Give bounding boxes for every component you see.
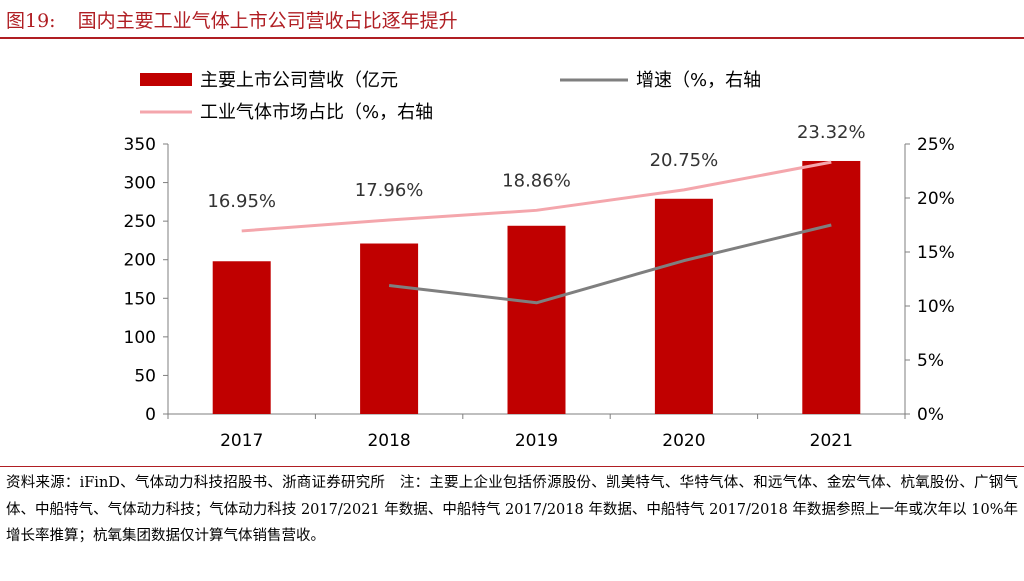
x-tick-label: 2017 [220, 431, 263, 451]
market-share-line [241, 160, 832, 233]
share-data-label: 23.32% [797, 122, 866, 143]
x-tick-label: 2020 [662, 431, 705, 451]
legend-growth-label: 增速（%，右轴 [636, 70, 761, 91]
revenue-bar [507, 225, 566, 414]
right-tick-label: 5% [917, 351, 944, 371]
revenue-bar [212, 261, 271, 414]
right-tick-label: 0% [917, 405, 944, 425]
revenue-bar [360, 243, 419, 414]
revenue-bar [802, 160, 861, 414]
title-rule [0, 37, 1024, 39]
left-tick-label: 100 [124, 328, 156, 348]
left-tick-label: 0 [145, 405, 156, 425]
source-note: 资料来源：iFinD、气体动力科技招股书、浙商证券研究所 注：主要上企业包括侨源… [6, 475, 1018, 544]
right-tick-label: 20% [917, 189, 955, 209]
legend-bar-swatch [140, 73, 192, 86]
share-data-label: 16.95% [207, 191, 276, 212]
x-tick-label: 2019 [515, 431, 558, 451]
right-tick-label: 10% [917, 297, 955, 317]
x-tick-label: 2018 [367, 431, 410, 451]
right-tick-label: 15% [917, 243, 955, 263]
figure-title-text: 国内主要工业气体上市公司营收占比逐年提升 [77, 10, 458, 32]
revenue-bar [654, 198, 713, 414]
share-data-label: 20.75% [650, 150, 719, 171]
note-rule [0, 466, 1024, 467]
left-tick-label: 50 [134, 366, 156, 386]
share-data-label: 17.96% [355, 180, 424, 201]
left-tick-label: 250 [124, 212, 156, 232]
combo-chart: 0 50 100 150 200 250 300 350 0% 5% 10% 15% 20% 25% 201… [124, 70, 955, 451]
figure-number: 图19: [6, 10, 56, 32]
right-tick-label: 25% [917, 135, 955, 155]
legend-bar-label: 主要上市公司营收（亿元 [200, 70, 398, 91]
left-tick-label: 350 [124, 135, 156, 155]
share-data-label: 18.86% [502, 170, 571, 191]
growth-rate-line [388, 223, 832, 305]
left-tick-label: 150 [124, 289, 156, 309]
figure-title: 图19: 国内主要工业气体上市公司营收占比逐年提升 [6, 6, 458, 33]
left-tick-label: 300 [124, 174, 156, 194]
left-tick-label: 200 [124, 251, 156, 271]
x-tick-label: 2021 [810, 431, 853, 451]
legend-share-label: 工业气体市场占比（%，右轴 [200, 102, 433, 123]
